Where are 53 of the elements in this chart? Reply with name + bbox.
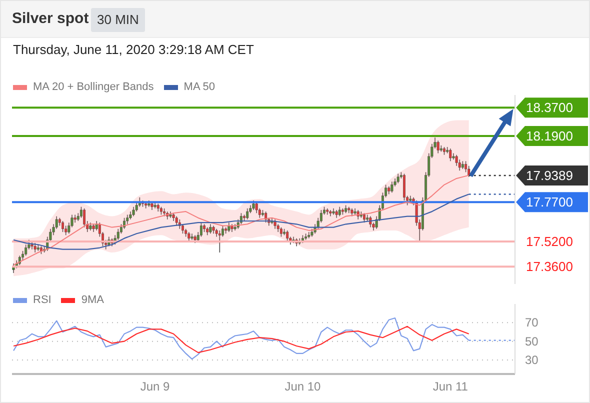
candlestick	[252, 200, 255, 210]
candlestick	[436, 140, 440, 154]
line-series	[12, 326, 470, 354]
candlestick	[464, 160, 468, 173]
candlestick	[175, 216, 178, 226]
y-tick-label: 17.7700	[526, 194, 573, 210]
chart-title: Silver spot	[12, 10, 89, 27]
x-tick-label: Jun 9	[140, 380, 170, 394]
candlestick	[228, 222, 230, 232]
y-tick-label: 18.1900	[526, 128, 573, 144]
candlestick	[218, 230, 221, 253]
y-tick-label: 17.3600	[526, 259, 573, 274]
candlestick	[64, 225, 68, 236]
candlestick	[286, 230, 289, 242]
y-tick-label: 50	[525, 334, 539, 348]
candlestick	[95, 220, 98, 231]
candlestick	[74, 214, 76, 223]
candlestick	[24, 244, 28, 256]
candlestick	[34, 242, 36, 253]
y-tick-label: 18.3700	[526, 100, 573, 116]
candlestick	[126, 214, 129, 225]
candlestick	[209, 224, 212, 234]
candlestick	[458, 159, 461, 171]
candlestick	[181, 224, 184, 234]
candlestick	[190, 233, 194, 240]
candlestick	[62, 220, 64, 232]
legend-label: 9MA	[81, 294, 104, 306]
candlestick	[308, 232, 310, 239]
chart-subtitle: Thursday, June 11, 2020 3:29:18 AM CET	[13, 42, 254, 57]
candlestick	[280, 226, 282, 238]
y-tick-label: 30	[525, 353, 539, 367]
candlestick	[396, 173, 400, 184]
candlestick	[116, 228, 120, 240]
candlestick	[449, 148, 452, 162]
candlestick	[338, 206, 341, 217]
candlestick	[200, 222, 202, 238]
candlestick	[132, 206, 135, 217]
candlestick	[246, 208, 249, 220]
candlestick	[455, 154, 458, 166]
y-tick-label: 17.9389	[526, 168, 573, 183]
y-tick-label: 70	[525, 316, 539, 330]
x-tick-label: Jun 10	[284, 380, 322, 394]
candlestick	[255, 202, 258, 214]
x-tick-label: Jun 11	[432, 380, 468, 394]
candlestick	[123, 217, 126, 230]
y-tick-label: 17.5200	[526, 234, 573, 249]
candlestick	[390, 181, 394, 194]
legend-label: MA 50	[184, 81, 215, 93]
legend-label: RSI	[33, 294, 52, 306]
legend-label: MA 20 + Bollinger Bands	[33, 81, 154, 93]
text: 30 MIN	[97, 12, 139, 27]
candlestick	[188, 232, 190, 242]
candlestick	[83, 208, 86, 228]
